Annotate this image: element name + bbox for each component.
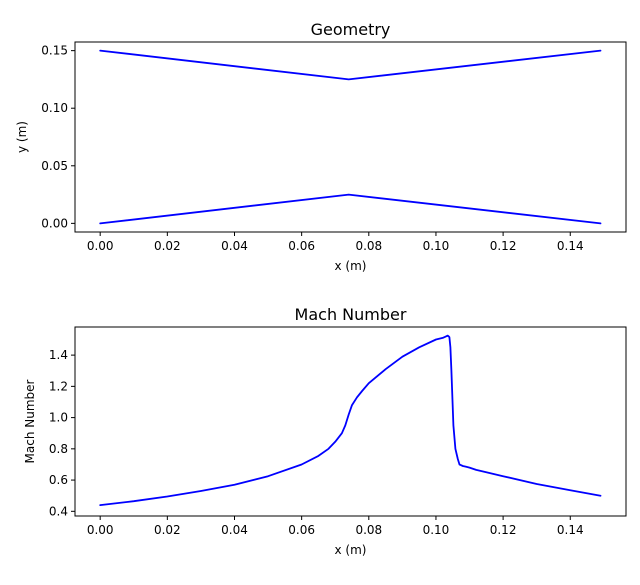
chart-title: Geometry (311, 20, 391, 39)
y-axis-label: y (m) (15, 121, 29, 153)
y-tick-label: 0.6 (49, 473, 68, 487)
x-tick-label: 0.02 (154, 239, 181, 253)
chart-title: Mach Number (295, 305, 407, 324)
y-tick-label: 0.10 (41, 101, 68, 115)
y-tick-label: 1.2 (49, 379, 68, 393)
x-tick-label: 0.12 (490, 239, 517, 253)
x-tick-label: 0.00 (87, 239, 114, 253)
series-line (99, 193, 602, 225)
x-tick-label: 0.08 (355, 239, 382, 253)
y-tick-label: 0.4 (49, 504, 68, 518)
x-tick-label: 0.10 (423, 523, 450, 537)
y-tick-label: 0.05 (41, 159, 68, 173)
x-tick-label: 0.00 (87, 523, 114, 537)
series-group (99, 334, 602, 507)
tick-group: 0.00 0.02 0.04 0.06 0.08 0.10 0.12 0.14 0.00 0.05… (41, 44, 583, 253)
x-tick-label: 0.06 (288, 239, 315, 253)
x-tick-label: 0.02 (154, 523, 181, 537)
y-tick-label: 0.8 (49, 442, 68, 456)
y-tick-label: 0.15 (41, 44, 68, 58)
y-tick-label: 1.0 (49, 411, 68, 425)
x-tick-label: 0.10 (423, 239, 450, 253)
x-tick-label: 0.04 (221, 239, 248, 253)
tick-group: 0.00 0.02 0.04 0.06 0.08 0.10 0.12 0.14 0.4 0.6 0.… (49, 348, 584, 537)
x-tick-label: 0.14 (557, 523, 584, 537)
mach-number-panel: Mach Number x (m) Mach Number 0.00 0.02 0.… (23, 305, 627, 557)
x-tick-label: 0.04 (221, 523, 248, 537)
x-axis-label: x (m) (335, 543, 367, 557)
axes-frame (74, 326, 627, 517)
x-tick-label: 0.14 (557, 239, 584, 253)
x-tick-label: 0.12 (490, 523, 517, 537)
x-axis-label: x (m) (335, 259, 367, 273)
series-line (99, 334, 602, 507)
y-axis-label: Mach Number (23, 379, 37, 463)
y-tick-label: 1.4 (49, 348, 68, 362)
series-line (99, 49, 602, 81)
axes-frame (74, 41, 627, 233)
series-group (99, 49, 602, 225)
x-tick-label: 0.06 (288, 523, 315, 537)
y-tick-label: 0.00 (41, 216, 68, 230)
x-tick-label: 0.08 (355, 523, 382, 537)
geometry-panel: Geometry x (m) y (m) 0.00 0.02 0.04 0.06 0.0… (15, 20, 627, 273)
